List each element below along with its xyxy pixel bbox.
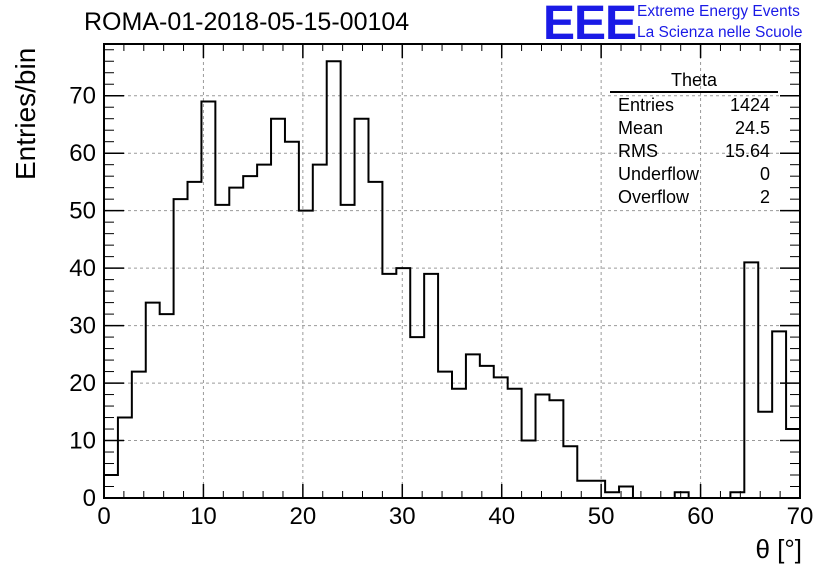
x-tick-label: 40 [488,503,515,530]
y-tick-label: 30 [69,313,96,340]
x-tick-label: 0 [97,503,110,530]
x-tick-label: 70 [787,503,814,530]
x-tick-label: 60 [687,503,714,530]
histogram-line [103,60,801,499]
y-tick-label: 40 [69,255,96,282]
stats-row-rms: RMS 15.64 [610,140,778,163]
x-tick-label: 20 [290,503,317,530]
stats-label: RMS [618,141,658,161]
stats-value: 2 [759,187,770,207]
y-tick-label: 70 [69,83,96,110]
y-axis-label: Entries/bin [10,47,41,180]
stats-label: Mean [618,118,664,138]
logo-line-2: La Scienza nelle Scuole [637,24,803,41]
y-tick-label: 50 [69,198,96,225]
x-tick-label: 50 [588,503,615,530]
stats-label: Underflow [618,164,700,184]
x-tick-labels: 0 10 20 30 40 50 60 70 [97,503,813,530]
stats-box: Theta Entries 1424 Mean 24.5 RMS 15.64 U… [610,70,778,209]
y-tick-label: 20 [69,370,96,397]
plot-frame [103,43,801,499]
run-title: ROMA-01-2018-05-15-00104 [84,8,410,36]
y-tick-label: 60 [69,140,96,167]
y-tick-labels: 0 10 20 30 40 50 60 70 [69,83,96,512]
y-tick-label: 10 [69,428,96,455]
stats-value: 1424 [729,95,770,115]
stats-row-entries: Entries 1424 [610,94,778,117]
stats-label: Overflow [618,187,690,207]
stats-value: 24.5 [734,118,770,138]
axis-ticks [103,44,801,499]
stats-title: Theta [610,70,778,93]
eee-logo: EEE [543,0,637,50]
x-tick-label: 30 [389,503,416,530]
y-tick-label: 0 [83,485,96,512]
stats-value: 0 [759,164,770,184]
logo-line-1: Extreme Energy Events [637,3,800,20]
stats-row-mean: Mean 24.5 [610,117,778,140]
stats-value: 15.64 [724,141,770,161]
stats-row-overflow: Overflow 2 [610,186,778,209]
stats-row-underflow: Underflow 0 [610,163,778,186]
stats-label: Entries [618,95,675,115]
x-tick-label: 10 [190,503,217,530]
x-axis-label: θ [°] [755,534,802,564]
